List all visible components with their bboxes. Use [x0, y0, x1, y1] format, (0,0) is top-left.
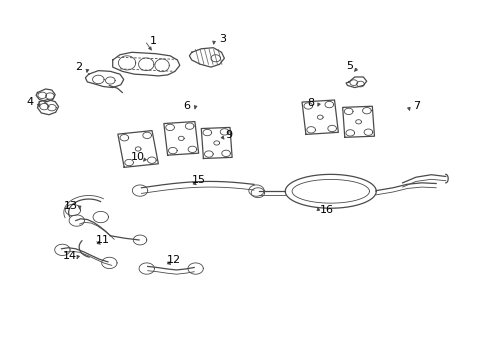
- Text: 13: 13: [64, 202, 78, 211]
- Text: 9: 9: [225, 130, 232, 140]
- Text: 12: 12: [166, 256, 180, 265]
- Text: 6: 6: [183, 101, 190, 111]
- Text: 8: 8: [306, 98, 314, 108]
- Text: 11: 11: [96, 235, 110, 245]
- Text: 2: 2: [76, 62, 82, 72]
- Text: 14: 14: [62, 251, 77, 261]
- Text: 1: 1: [150, 36, 157, 46]
- Text: 7: 7: [413, 101, 420, 111]
- Text: 15: 15: [192, 175, 205, 185]
- Text: 4: 4: [26, 98, 33, 107]
- Text: 10: 10: [131, 152, 145, 162]
- Text: 16: 16: [319, 205, 333, 215]
- Text: 5: 5: [346, 62, 353, 71]
- Text: 3: 3: [219, 34, 226, 44]
